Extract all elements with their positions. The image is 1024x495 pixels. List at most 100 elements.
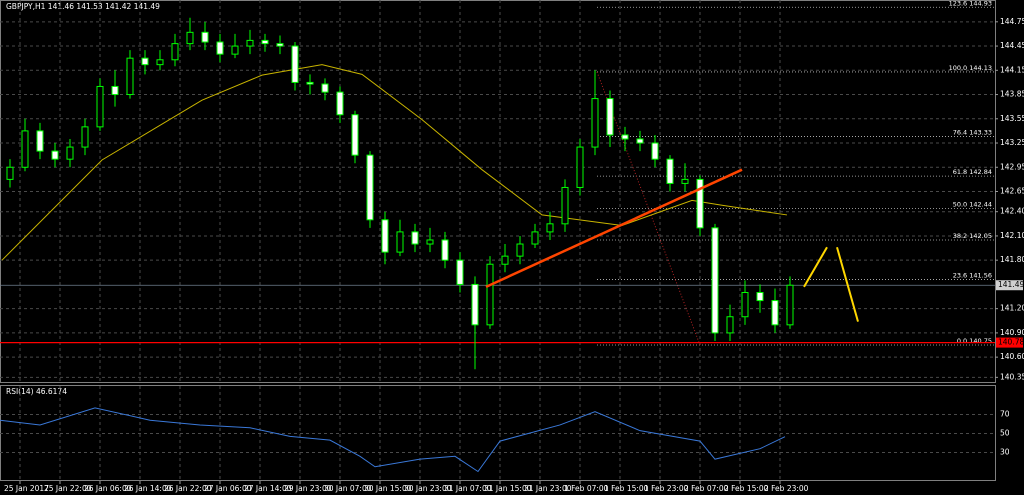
candle-body <box>741 292 749 318</box>
rsi-tick-label: 50 <box>1000 429 1010 438</box>
y-tick-label: 143.25 <box>1000 138 1024 147</box>
candle-body <box>726 316 734 334</box>
fib-label: 50.0 142.44 <box>953 200 992 208</box>
candle-body <box>426 239 434 245</box>
candle-body <box>471 283 479 326</box>
x-tick-label: 31 Jan 23:00 <box>524 484 572 493</box>
candle-body <box>111 85 119 96</box>
candle-body <box>711 227 719 334</box>
candle-body <box>171 43 179 61</box>
candle-body <box>246 39 254 47</box>
candle-body <box>201 31 209 43</box>
candle-body <box>636 138 644 144</box>
y-tick-label: 144.45 <box>1000 41 1024 50</box>
fib-label: 23.6 141.56 <box>953 272 992 280</box>
candle-body <box>381 219 389 253</box>
candle-body <box>531 231 539 245</box>
candle-body <box>561 186 569 225</box>
chart-title: GBPJPY,H1 141.46 141.53 141.42 141.49 <box>6 2 160 11</box>
x-tick-label: 31 Jan 15:00 <box>484 484 532 493</box>
candle-body <box>456 259 464 285</box>
fib-label: 76.4 143.33 <box>953 129 992 137</box>
fib-label: 123.6 144.93 <box>949 0 992 7</box>
support-tag <box>996 337 1023 348</box>
candle-body <box>756 292 764 302</box>
x-tick-label: 2 Feb 23:00 <box>764 484 809 493</box>
y-tick-label: 140.90 <box>1000 328 1024 337</box>
candle-body <box>606 98 614 136</box>
candle-body <box>276 43 284 47</box>
y-tick-label: 143.55 <box>1000 114 1024 123</box>
candle-body <box>411 231 419 245</box>
candle-body <box>51 150 59 160</box>
candle-body <box>141 57 149 66</box>
rsi-line <box>0 407 786 473</box>
x-tick-label: 30 Jan 15:00 <box>364 484 412 493</box>
last-price-label: 141.49 <box>998 280 1024 289</box>
x-tick-label: 30 Jan 23:00 <box>404 484 452 493</box>
trendline <box>485 168 743 288</box>
rsi-tick-label: 70 <box>1000 410 1010 419</box>
y-tick-label: 140.60 <box>1000 352 1024 361</box>
candle-body <box>96 85 104 128</box>
candle-body <box>321 83 329 93</box>
candle-body <box>786 284 794 326</box>
x-tick-label: 1 Feb 07:00 <box>564 484 609 493</box>
x-tick-label: 27 Jan 06:00 <box>204 484 252 493</box>
projection-line <box>836 246 859 322</box>
candle-body <box>306 81 314 85</box>
y-tick-label: 142.10 <box>1000 231 1024 240</box>
candle-body <box>36 130 44 152</box>
candle-body <box>666 158 674 184</box>
fib-label: 38.2 142.05 <box>953 232 992 240</box>
y-tick-label: 140.35 <box>1000 372 1024 381</box>
candle-body <box>501 255 509 265</box>
candle-body <box>291 45 299 83</box>
x-tick-label: 1 Feb 23:00 <box>644 484 689 493</box>
x-tick-label: 26 Jan 14:00 <box>124 484 172 493</box>
x-tick-label: 26 Jan 22:00 <box>164 484 212 493</box>
x-tick-label: 29 Jan 23:00 <box>284 484 332 493</box>
x-tick-label: 25 Jan 22:00 <box>44 484 92 493</box>
x-tick-label: 2 Feb 07:00 <box>684 484 729 493</box>
candle-body <box>81 126 89 148</box>
candle-body <box>351 114 359 156</box>
candle-body <box>621 134 629 140</box>
candle-body <box>126 57 134 96</box>
projection-line <box>803 246 828 288</box>
candle-body <box>216 41 224 55</box>
y-tick-label: 141.20 <box>1000 304 1024 313</box>
candle-body <box>681 178 689 184</box>
y-tick-label: 143.85 <box>1000 90 1024 99</box>
candle-body <box>66 146 74 160</box>
candle-body <box>591 98 599 148</box>
candle-body <box>21 130 29 168</box>
x-tick-label: 31 Jan 07:00 <box>444 484 492 493</box>
candle-body <box>486 263 494 326</box>
fib-diagonal <box>596 71 701 346</box>
candle-body <box>336 91 344 116</box>
candle-body <box>186 31 194 45</box>
candle-body <box>441 239 449 261</box>
x-tick-label: 30 Jan 07:00 <box>324 484 372 493</box>
y-tick-label: 142.95 <box>1000 162 1024 171</box>
candle-body <box>576 146 584 188</box>
fib-label: 0.0 140.75 <box>957 337 992 345</box>
x-tick-label: 1 Feb 15:00 <box>604 484 649 493</box>
candle-body <box>366 154 374 221</box>
candle-body <box>771 300 779 326</box>
y-tick-label: 141.80 <box>1000 255 1024 264</box>
support-tag-label: 140.78 <box>998 338 1024 347</box>
candle-body <box>396 231 404 253</box>
candle-body <box>696 178 704 229</box>
candle-body <box>156 59 164 66</box>
y-tick-label: 142.65 <box>1000 187 1024 196</box>
fib-label: 61.8 142.84 <box>953 168 992 176</box>
y-tick-label: 142.40 <box>1000 207 1024 216</box>
fib-label: 100.0 144.13 <box>949 64 992 72</box>
y-tick-label: 144.15 <box>1000 65 1024 74</box>
rsi-tick-label: 30 <box>1000 448 1010 457</box>
candle-body <box>6 166 14 180</box>
